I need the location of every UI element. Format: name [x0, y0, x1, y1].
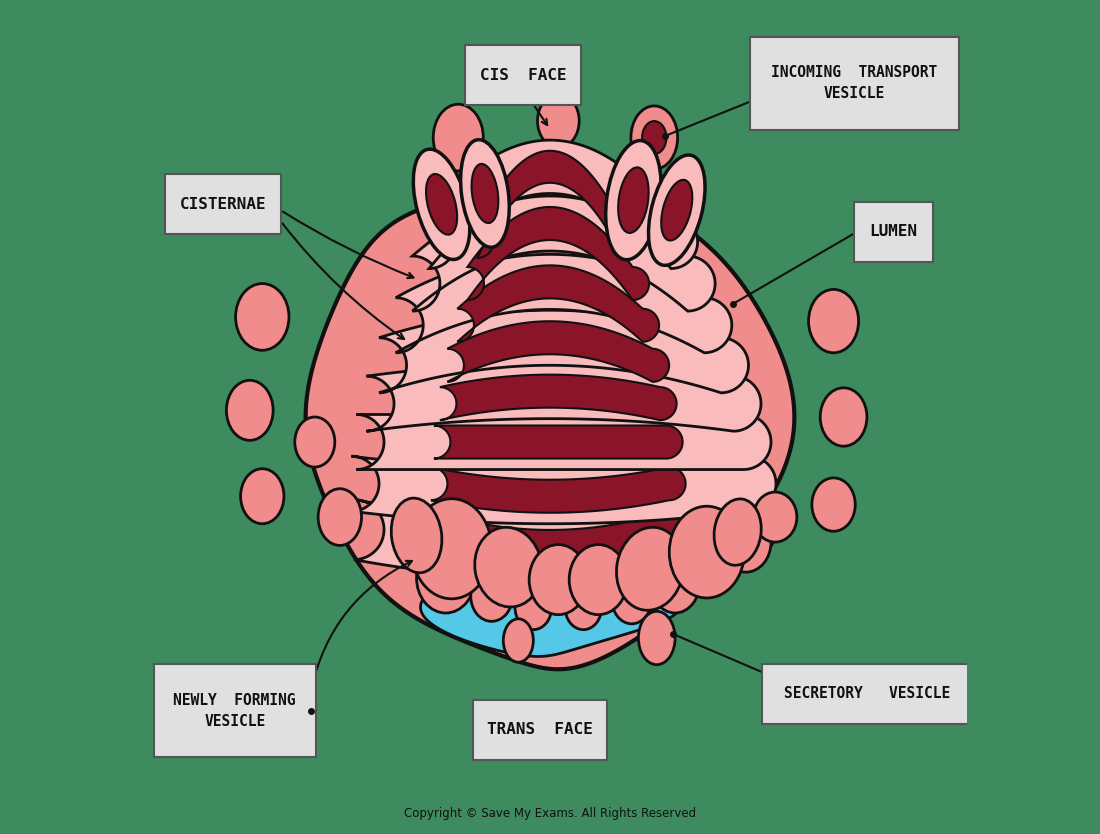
- Polygon shape: [477, 151, 639, 258]
- Polygon shape: [352, 456, 776, 524]
- Ellipse shape: [612, 574, 651, 624]
- Ellipse shape: [241, 469, 284, 524]
- Ellipse shape: [538, 94, 580, 148]
- Ellipse shape: [754, 492, 796, 542]
- Ellipse shape: [433, 104, 483, 171]
- Text: LUMEN: LUMEN: [869, 224, 917, 239]
- Ellipse shape: [616, 527, 684, 610]
- Ellipse shape: [471, 571, 513, 621]
- Ellipse shape: [638, 611, 675, 665]
- Polygon shape: [396, 254, 732, 353]
- FancyBboxPatch shape: [750, 37, 959, 130]
- Ellipse shape: [649, 155, 705, 265]
- Polygon shape: [440, 374, 676, 420]
- Text: INCOMING  TRANSPORT
VESICLE: INCOMING TRANSPORT VESICLE: [771, 65, 937, 102]
- Ellipse shape: [661, 180, 692, 240]
- Ellipse shape: [472, 164, 498, 223]
- Ellipse shape: [295, 417, 334, 467]
- Ellipse shape: [414, 149, 470, 259]
- Ellipse shape: [631, 106, 678, 169]
- Ellipse shape: [808, 289, 859, 353]
- Ellipse shape: [318, 489, 362, 545]
- Polygon shape: [429, 140, 697, 269]
- Polygon shape: [379, 310, 748, 393]
- Polygon shape: [468, 207, 649, 300]
- Ellipse shape: [565, 585, 602, 630]
- Text: CISTERNAE: CISTERNAE: [179, 197, 266, 212]
- Ellipse shape: [690, 534, 727, 575]
- Polygon shape: [420, 558, 680, 656]
- Text: CIS  FACE: CIS FACE: [480, 68, 566, 83]
- Polygon shape: [433, 425, 683, 459]
- Ellipse shape: [235, 284, 289, 350]
- FancyBboxPatch shape: [473, 700, 607, 760]
- Ellipse shape: [227, 380, 273, 440]
- Ellipse shape: [618, 168, 649, 233]
- Text: SECRETORY   VESICLE: SECRETORY VESICLE: [784, 686, 950, 701]
- Ellipse shape: [417, 543, 475, 613]
- FancyBboxPatch shape: [154, 664, 316, 757]
- Polygon shape: [354, 500, 776, 578]
- Polygon shape: [431, 467, 685, 513]
- Ellipse shape: [411, 499, 492, 599]
- Ellipse shape: [426, 174, 458, 234]
- Ellipse shape: [642, 121, 667, 154]
- Polygon shape: [356, 414, 771, 470]
- Polygon shape: [412, 196, 715, 311]
- Text: Copyright © Save My Exams. All Rights Reserved: Copyright © Save My Exams. All Rights Re…: [404, 806, 696, 820]
- Text: TRANS  FACE: TRANS FACE: [487, 722, 593, 737]
- Polygon shape: [432, 511, 685, 566]
- Polygon shape: [458, 265, 659, 342]
- Polygon shape: [366, 364, 761, 431]
- Ellipse shape: [669, 506, 745, 598]
- Ellipse shape: [475, 527, 542, 607]
- Polygon shape: [306, 184, 794, 669]
- Ellipse shape: [650, 550, 700, 613]
- Ellipse shape: [606, 141, 661, 259]
- FancyBboxPatch shape: [762, 664, 971, 724]
- Ellipse shape: [392, 498, 442, 573]
- Ellipse shape: [529, 545, 587, 615]
- Polygon shape: [448, 321, 669, 382]
- Ellipse shape: [461, 140, 509, 247]
- Text: NEWLY  FORMING
VESICLE: NEWLY FORMING VESICLE: [174, 692, 296, 729]
- FancyBboxPatch shape: [165, 174, 280, 234]
- FancyBboxPatch shape: [855, 202, 933, 262]
- Ellipse shape: [515, 585, 552, 630]
- Ellipse shape: [720, 512, 771, 572]
- Ellipse shape: [812, 478, 855, 531]
- FancyBboxPatch shape: [465, 45, 581, 105]
- Ellipse shape: [821, 388, 867, 446]
- Ellipse shape: [569, 545, 628, 615]
- Ellipse shape: [714, 499, 761, 565]
- Ellipse shape: [504, 619, 534, 662]
